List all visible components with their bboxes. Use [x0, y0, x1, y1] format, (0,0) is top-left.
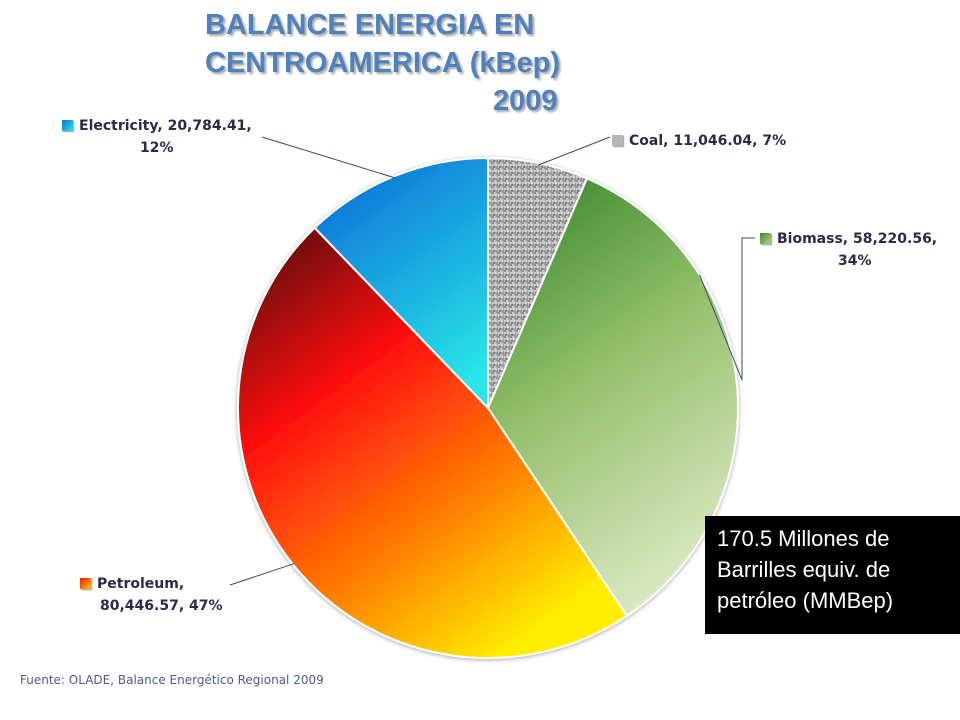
leader-line-electricity — [261, 136, 396, 179]
source-note: Fuente: OLADE, Balance Energético Region… — [20, 673, 324, 687]
leader-line-biomass — [698, 237, 755, 381]
chart-title: BALANCE ENERGIA EN CENTROAMERICA (kBep) … — [205, 6, 625, 120]
coal-swatch-icon — [612, 135, 623, 146]
label-biomass: Biomass, 58,220.56, 34% — [760, 228, 960, 272]
label-coal: Coal, 11,046.04, 7% — [612, 130, 786, 152]
label-biomass-line-2: 34% — [838, 253, 872, 269]
label-electricity-line-1: Electricity, 20,784.41, — [79, 118, 252, 134]
leader-lines — [229, 136, 755, 586]
pie-slice-biomass — [486, 177, 739, 618]
note-line-3: petróleo (MMBep) — [717, 588, 894, 613]
note-line-1: 170.5 Millones de — [717, 526, 890, 551]
label-petroleum: Petroleum, 80,446.57, 47% — [80, 573, 280, 617]
chart-title-year: 2009 — [493, 85, 558, 117]
pie-slices — [237, 156, 739, 659]
pie-slice-petroleum — [237, 226, 629, 659]
biomass-swatch-icon — [760, 233, 771, 244]
label-biomass-line-1: Biomass, 58,220.56, — [777, 231, 938, 247]
label-petroleum-line-2: 80,446.57, 47% — [100, 598, 223, 614]
label-coal-line-1: Coal, 11,046.04, 7% — [629, 133, 787, 149]
chart-title-line-2: CENTROAMERICA (kBep) — [205, 47, 560, 79]
leader-line-petroleum — [229, 562, 295, 586]
leader-line-coal — [537, 136, 611, 166]
note-line-2: Barrilles equiv. de — [717, 557, 891, 582]
electricity-swatch-icon — [62, 120, 73, 131]
total-note-box: 170.5 Millones de Barrilles equiv. de pe… — [705, 516, 960, 634]
label-electricity: Electricity, 20,784.41, 12% — [62, 115, 282, 159]
label-petroleum-line-1: Petroleum, — [97, 576, 185, 592]
label-electricity-line-2: 12% — [140, 140, 174, 156]
petroleum-swatch-icon — [80, 578, 91, 589]
chart-title-line-1: BALANCE ENERGIA EN — [205, 9, 535, 41]
pie-slice-electricity — [313, 156, 489, 411]
